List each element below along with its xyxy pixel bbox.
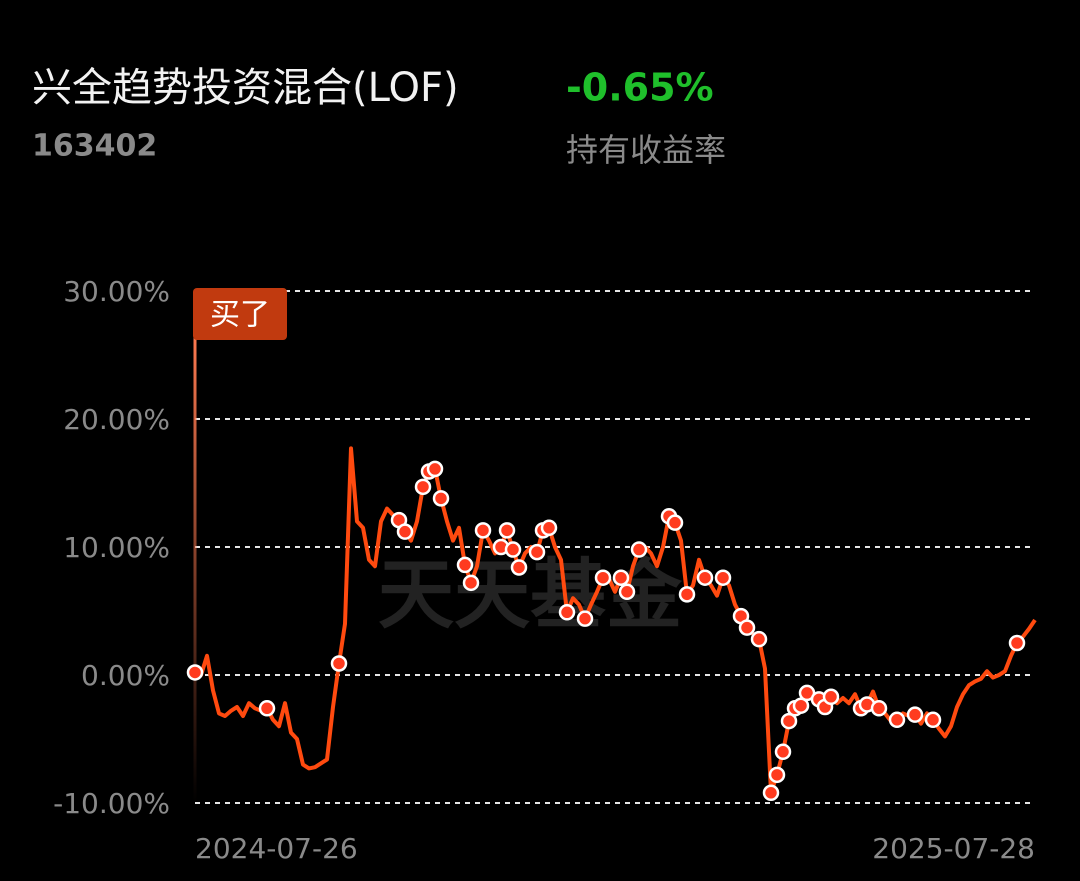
trade-dot bbox=[870, 700, 888, 717]
trade-dot bbox=[762, 784, 780, 802]
x-tick-label: 2025-07-28 bbox=[872, 832, 1035, 865]
plot: 30.00% 20.00% 10.00% 0.00% -10.00% 2024-07-26… bbox=[53, 275, 1037, 865]
trade-dot bbox=[768, 766, 786, 784]
trade-dot bbox=[330, 655, 348, 672]
trade-dot bbox=[714, 569, 732, 586]
buy-line bbox=[193, 331, 197, 803]
trade-dot bbox=[258, 700, 276, 717]
trade-dot bbox=[774, 743, 792, 761]
trade-dot bbox=[528, 543, 546, 561]
trade-dot bbox=[666, 514, 684, 531]
buy-label: 买了 bbox=[210, 298, 270, 333]
trade-dot bbox=[792, 697, 810, 714]
trade-dot bbox=[510, 559, 528, 576]
buy-badge bbox=[193, 288, 287, 340]
trade-dot bbox=[696, 569, 714, 586]
holding-return: -0.65% bbox=[566, 66, 714, 110]
trade-dot bbox=[558, 604, 576, 621]
trade-dot bbox=[612, 569, 630, 586]
trade-dot bbox=[432, 490, 450, 507]
x-tick-label: 2024-07-26 bbox=[195, 832, 358, 865]
y-tick-label: 10.00% bbox=[63, 531, 170, 564]
watermark: 天天基金 bbox=[378, 550, 683, 639]
trade-dot bbox=[678, 586, 696, 603]
trade-dot bbox=[474, 522, 492, 539]
trade-dot bbox=[186, 664, 204, 681]
trade-dot bbox=[1008, 634, 1026, 652]
trade-dot bbox=[738, 619, 756, 636]
trade-dot bbox=[630, 541, 648, 558]
trade-dot bbox=[618, 583, 636, 601]
trade-dot bbox=[462, 574, 480, 592]
trade-dot bbox=[750, 630, 768, 648]
trade-dot bbox=[576, 610, 594, 627]
trade-dot bbox=[888, 711, 906, 729]
fund-name: 兴全趋势投资混合(LOF) bbox=[32, 65, 459, 111]
trade-dot bbox=[594, 569, 612, 586]
trade-dot bbox=[540, 519, 558, 537]
y-tick-label: 30.00% bbox=[63, 275, 170, 308]
y-tick-label: 0.00% bbox=[81, 659, 170, 692]
trade-dot bbox=[498, 522, 516, 539]
trade-dot bbox=[414, 478, 432, 496]
trade-dot bbox=[780, 712, 798, 730]
trade-dot bbox=[426, 460, 444, 478]
trade-dot bbox=[822, 688, 840, 706]
y-tick-label: -10.00% bbox=[53, 787, 170, 820]
trade-dot bbox=[924, 711, 942, 729]
y-tick-label: 20.00% bbox=[63, 403, 170, 436]
return-label: 持有收益率 bbox=[566, 131, 726, 169]
trade-dot bbox=[906, 706, 924, 723]
fund-code: 163402 bbox=[32, 129, 157, 164]
trade-dot bbox=[504, 541, 522, 558]
trade-dot bbox=[456, 556, 474, 574]
trade-dot bbox=[396, 523, 414, 540]
